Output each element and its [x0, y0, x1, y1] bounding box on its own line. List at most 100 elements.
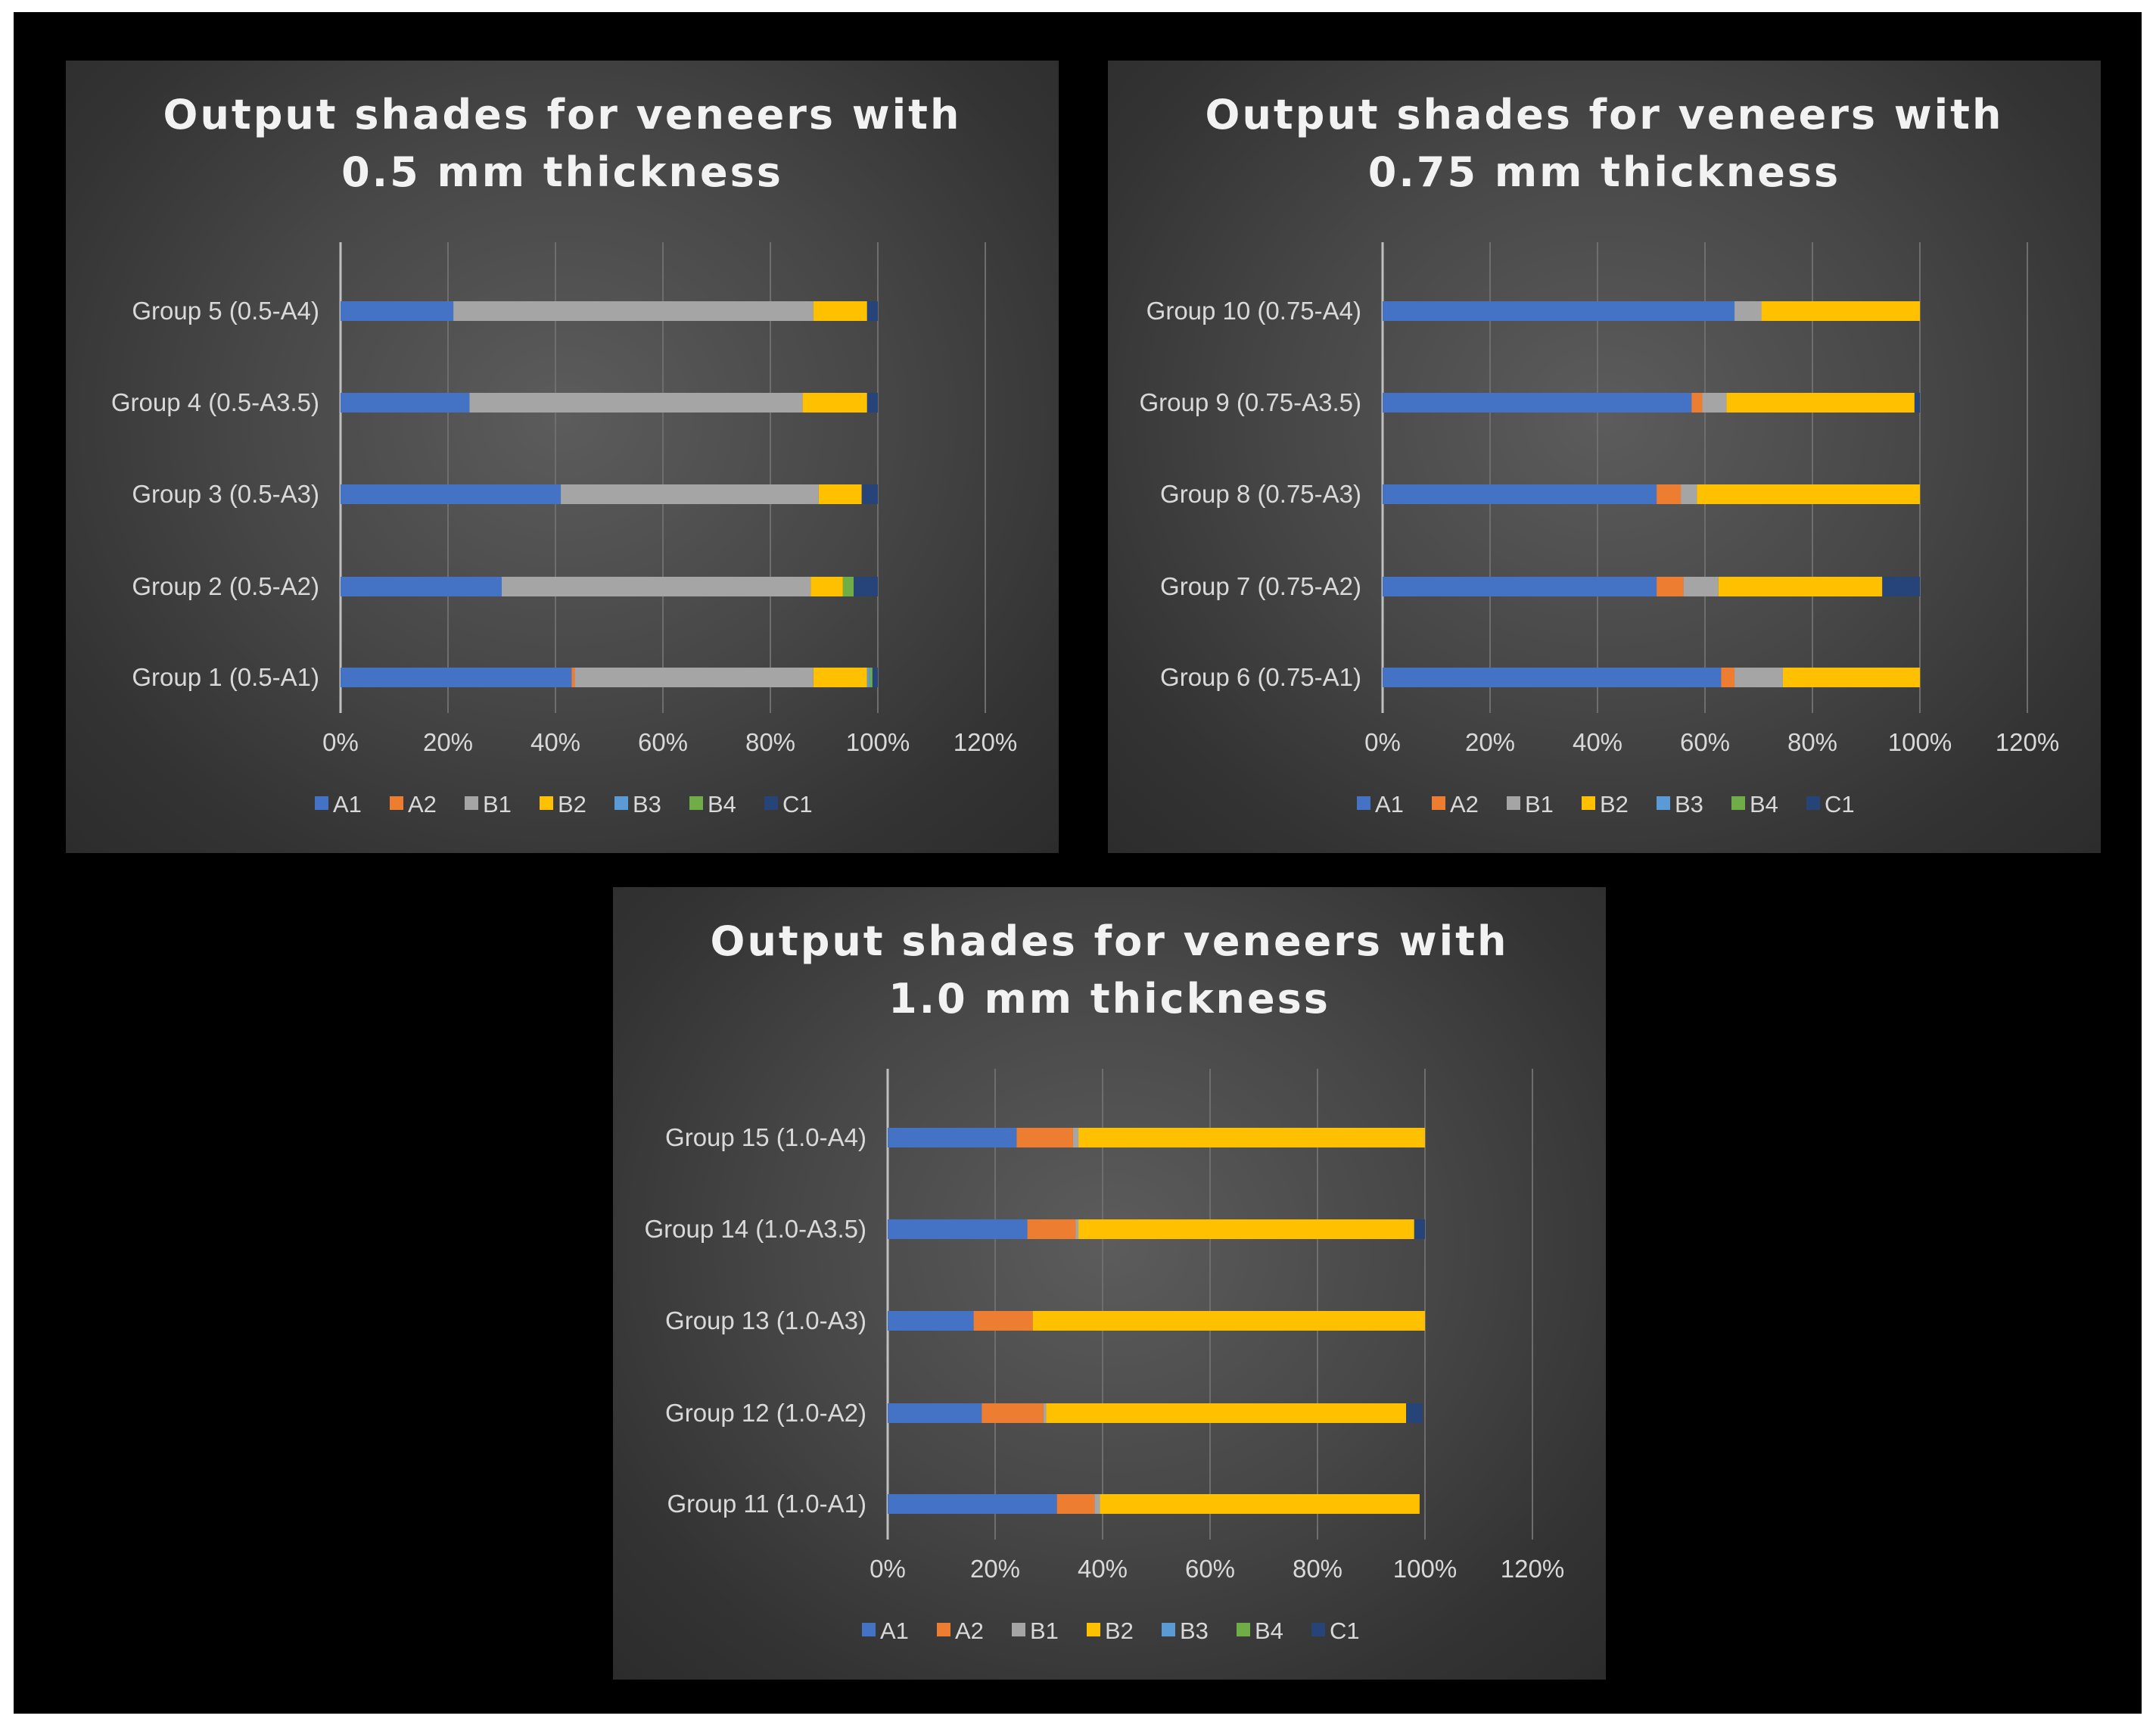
- chart-title-line-2: 1.0 mm thickness: [888, 975, 1330, 1023]
- bar-segment-a2: [1657, 577, 1684, 596]
- bar-segment-c1: [1414, 1219, 1425, 1239]
- legend-label-a1: A1: [1375, 791, 1404, 817]
- chart-svg: Output shades for veneers with 1.0 mm thi…: [645, 917, 1565, 1644]
- bar-segment-b2: [1046, 1403, 1407, 1423]
- bar-segment-c1: [1914, 393, 1920, 413]
- bar-segment-b2: [813, 668, 867, 687]
- chart-panel-1.0mm: Output shades for veneers with 1.0 mm thi…: [613, 887, 1606, 1680]
- x-tick-label: 60%: [1185, 1555, 1235, 1583]
- bar-segment-a2: [1016, 1128, 1073, 1147]
- x-tick-label: 0%: [870, 1555, 906, 1583]
- x-tick-label: 80%: [1787, 728, 1837, 756]
- bar-segment-a2: [571, 668, 575, 687]
- legend-swatch-b1: [1012, 1623, 1025, 1636]
- bar-segment-a2: [1721, 668, 1735, 687]
- bar-segment-a1: [888, 1311, 974, 1331]
- x-tick-label: 40%: [530, 728, 580, 756]
- legend-label-a2: A2: [408, 791, 437, 817]
- category-label: Group 15 (1.0-A4): [665, 1123, 866, 1151]
- legend-label-a2: A2: [1450, 791, 1479, 817]
- legend-label-c1: C1: [1330, 1618, 1360, 1644]
- legend-swatch-b3: [1162, 1623, 1175, 1636]
- x-tick-label: 120%: [1996, 728, 2059, 756]
- chart-title-line-2: 0.75 mm thickness: [1368, 148, 1840, 196]
- bar-segment-b2: [813, 301, 867, 321]
- chart-svg: Output shades for veneers with 0.5 mm thi…: [111, 91, 1017, 817]
- chart-title-line-1: Output shades for veneers with: [163, 91, 962, 139]
- chart-title-line-1: Output shades for veneers with: [711, 917, 1509, 965]
- legend-label-b1: B1: [483, 791, 512, 817]
- legend-label-b2: B2: [1105, 1618, 1134, 1644]
- bar-segment-a1: [341, 577, 502, 596]
- bar-segment-c1: [1882, 577, 1920, 596]
- bar-segment-c1: [1406, 1403, 1423, 1423]
- bar-segment-b1: [561, 484, 819, 504]
- legend-swatch-a2: [390, 796, 403, 810]
- legend-label-a1: A1: [333, 791, 362, 817]
- bar-segment-a1: [1383, 393, 1692, 413]
- bar-segment-b1: [1702, 393, 1727, 413]
- legend-label-b4: B4: [1750, 791, 1778, 817]
- bar-segment-b1: [1043, 1403, 1047, 1423]
- bar-segment-a1: [888, 1403, 982, 1423]
- category-label: Group 11 (1.0-A1): [667, 1490, 866, 1518]
- legend-label-b1: B1: [1030, 1618, 1059, 1644]
- legend-swatch-c1: [1311, 1623, 1325, 1636]
- bar-segment-b3: [866, 668, 870, 687]
- bar-segment-b1: [1072, 1128, 1079, 1147]
- chart-panel-0.75mm: Output shades for veneers with 0.75 mm th…: [1108, 61, 2101, 853]
- legend-swatch-b4: [689, 796, 703, 810]
- bar-segment-b1: [502, 577, 811, 596]
- legend-swatch-b1: [465, 796, 478, 810]
- category-label: Group 6 (0.75-A1): [1160, 663, 1361, 691]
- bar-segment-b2: [1100, 1494, 1420, 1514]
- category-label: Group 7 (0.75-A2): [1160, 572, 1361, 600]
- category-label: Group 3 (0.5-A3): [132, 480, 319, 508]
- bar-segment-b2: [1078, 1128, 1425, 1147]
- legend-label-b4: B4: [1255, 1618, 1283, 1644]
- bar-segment-c1: [866, 393, 878, 413]
- category-label: Group 13 (1.0-A3): [665, 1306, 866, 1334]
- x-tick-label: 20%: [423, 728, 473, 756]
- x-tick-label: 120%: [954, 728, 1017, 756]
- chart-panel-0.5mm: Output shades for veneers with 0.5 mm thi…: [66, 61, 1059, 853]
- x-tick-label: 60%: [1680, 728, 1730, 756]
- bar-segment-b1: [469, 393, 803, 413]
- bar-segment-a1: [1383, 301, 1735, 321]
- bar-segment-b2: [802, 393, 867, 413]
- legend-swatch-b2: [1087, 1623, 1100, 1636]
- legend-swatch-b2: [540, 796, 553, 810]
- bar-segment-a2: [982, 1403, 1044, 1423]
- x-tick-label: 20%: [1465, 728, 1515, 756]
- bar-segment-b2: [818, 484, 862, 504]
- chart-title-line-2: 0.5 mm thickness: [341, 148, 783, 196]
- legend-swatch-c1: [764, 796, 778, 810]
- legend-swatch-a2: [937, 1623, 950, 1636]
- legend-label-b4: B4: [708, 791, 736, 817]
- legend-label-b1: B1: [1525, 791, 1554, 817]
- category-label: Group 2 (0.5-A2): [132, 572, 319, 600]
- legend-label-c1: C1: [1825, 791, 1855, 817]
- x-tick-label: 20%: [970, 1555, 1020, 1583]
- legend-label-b3: B3: [1180, 1618, 1209, 1644]
- bar-segment-a2: [1027, 1219, 1076, 1239]
- bar-segment-b1: [453, 301, 814, 321]
- chart-svg: Output shades for veneers with 0.75 mm th…: [1140, 91, 2060, 817]
- legend-label-c1: C1: [782, 791, 813, 817]
- bar-segment-a1: [888, 1128, 1017, 1147]
- chart-title-line-1: Output shades for veneers with: [1206, 91, 2004, 139]
- x-tick-label: 40%: [1573, 728, 1622, 756]
- x-tick-label: 100%: [1393, 1555, 1457, 1583]
- legend-swatch-a1: [1357, 796, 1370, 810]
- bar-segment-b2: [1078, 1219, 1414, 1239]
- x-tick-label: 0%: [1364, 728, 1401, 756]
- category-label: Group 4 (0.5-A3.5): [111, 388, 319, 416]
- bar-segment-b2: [1726, 393, 1915, 413]
- bar-segment-a1: [341, 484, 562, 504]
- legend-swatch-b4: [1731, 796, 1745, 810]
- x-tick-label: 80%: [1293, 1555, 1342, 1583]
- bar-segment-b1: [1094, 1494, 1100, 1514]
- bar-segment-c1: [866, 301, 878, 321]
- legend-swatch-b1: [1507, 796, 1520, 810]
- bar-segment-a1: [341, 301, 454, 321]
